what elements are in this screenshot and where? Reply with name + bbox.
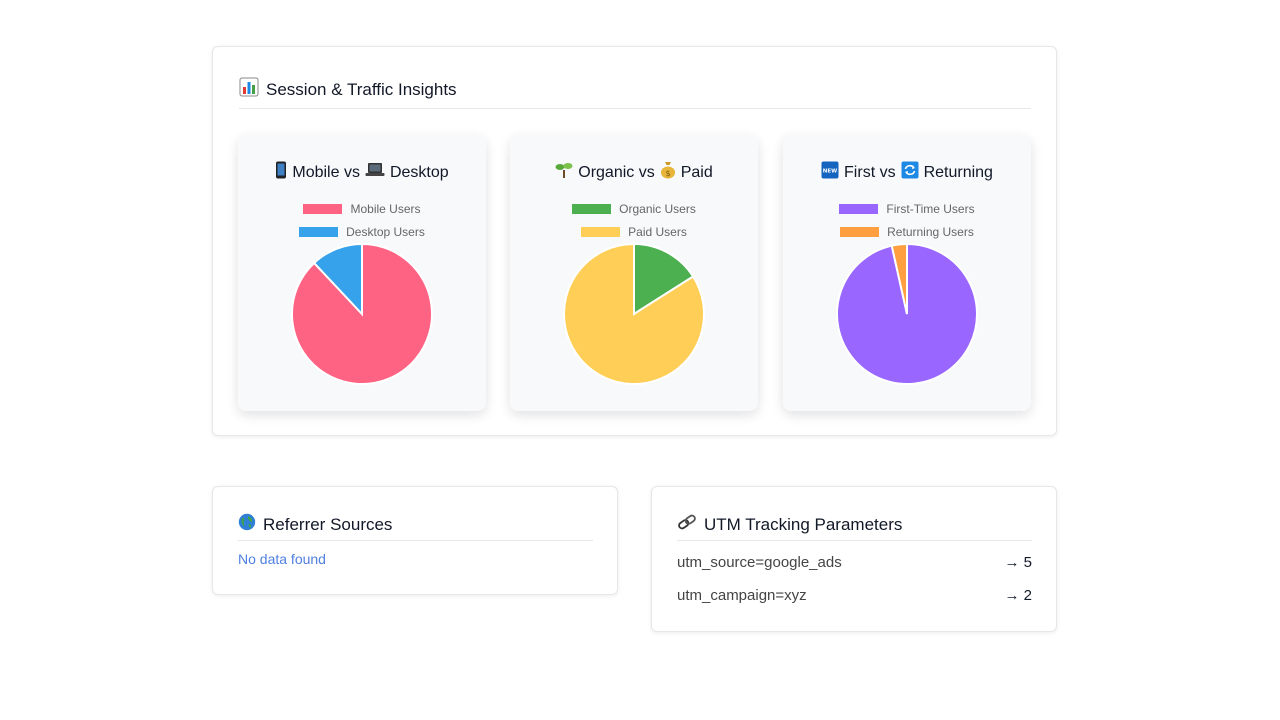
first-vs-returning-panel: NEW First vs Returning First-Time Users … [783,135,1031,411]
money-bag-icon: $ [660,161,676,184]
organic-vs-paid-panel: Organic vs $ Paid Organic Users Paid Use… [510,135,758,411]
panel-title: Organic vs $ Paid [510,161,758,184]
bar-chart-icon [239,77,259,102]
laptop-icon [365,162,385,183]
pie-slice-paid-users[interactable] [563,243,705,385]
utm-count: → 5 [1004,553,1032,571]
utm-tracking-card: UTM Tracking Parameters utm_source=googl… [651,486,1057,632]
first-returning-pie-chart [836,243,978,385]
utm-title-text: UTM Tracking Parameters [704,514,903,534]
referrer-sources-card: Referrer Sources No data found [212,486,618,595]
panel-title-text: First vs [844,163,896,181]
mobile-phone-icon [275,161,287,184]
panel-title-text: Mobile vs [292,163,360,181]
legend-swatch [581,226,621,237]
legend-label: First-Time Users [886,201,975,216]
legend-item[interactable]: First-Time Users [783,197,1031,220]
link-icon [677,513,697,536]
utm-param: utm_campaign=xyz [677,586,807,604]
panel-title-text: Paid [680,163,713,181]
utm-divider [677,540,1032,541]
legend-label: Organic Users [619,201,696,216]
legend-label: Returning Users [887,224,974,239]
referrer-title: Referrer Sources [238,513,392,536]
legend-item[interactable]: Desktop Users [238,220,486,243]
legend-item[interactable]: Organic Users [510,197,758,220]
legend-item[interactable]: Returning Users [783,220,1031,243]
utm-title: UTM Tracking Parameters [677,513,902,536]
panel-title-text: Returning [923,163,993,181]
session-traffic-insights-card: Session & Traffic Insights Mobile vs Des… [212,46,1057,436]
globe-icon [238,513,256,536]
utm-param: utm_source=google_ads [677,553,842,571]
legend-swatch [840,226,880,237]
insights-title: Session & Traffic Insights [239,77,457,102]
chart-legend: Organic Users Paid Users [510,197,758,243]
insights-divider [239,108,1031,109]
utm-row: utm_source=google_ads → 5 [677,552,1032,572]
chart-legend: First-Time Users Returning Users [783,197,1031,243]
pie-slice-returning-users[interactable] [890,243,908,315]
organic-paid-pie-chart [563,243,705,385]
pie-slice-organic-users[interactable] [633,243,695,316]
legend-swatch [299,226,339,237]
legend-label: Paid Users [628,224,687,239]
legend-label: Desktop Users [346,224,425,239]
utm-row: utm_campaign=xyz → 2 [677,585,1032,605]
legend-swatch [303,203,343,214]
mobile-desktop-pie-chart [291,243,433,385]
svg-text:NEW: NEW [823,169,837,175]
legend-item[interactable]: Paid Users [510,220,758,243]
legend-label: Mobile Users [350,201,421,216]
panel-title-text: Desktop [389,163,449,181]
mobile-vs-desktop-panel: Mobile vs Desktop Mobile Users Desktop U… [238,135,486,411]
chart-legend: Mobile Users Desktop Users [238,197,486,243]
legend-swatch [839,203,879,214]
referrer-divider [238,540,593,541]
pie-slice-desktop-users[interactable] [312,243,363,317]
referrer-title-text: Referrer Sources [263,514,393,534]
legend-item[interactable]: Mobile Users [238,197,486,220]
insights-title-text: Session & Traffic Insights [266,79,457,99]
seedling-icon [555,161,573,184]
panel-title: Mobile vs Desktop [238,161,486,184]
utm-count: → 2 [1004,586,1032,604]
svg-text:$: $ [665,169,670,178]
panel-title-text: Organic vs [578,163,655,181]
repeat-icon [901,161,919,184]
new-badge-icon: NEW [821,161,839,184]
legend-swatch [572,203,612,214]
no-data-message: No data found [238,551,326,567]
panel-title: NEW First vs Returning [783,161,1031,184]
